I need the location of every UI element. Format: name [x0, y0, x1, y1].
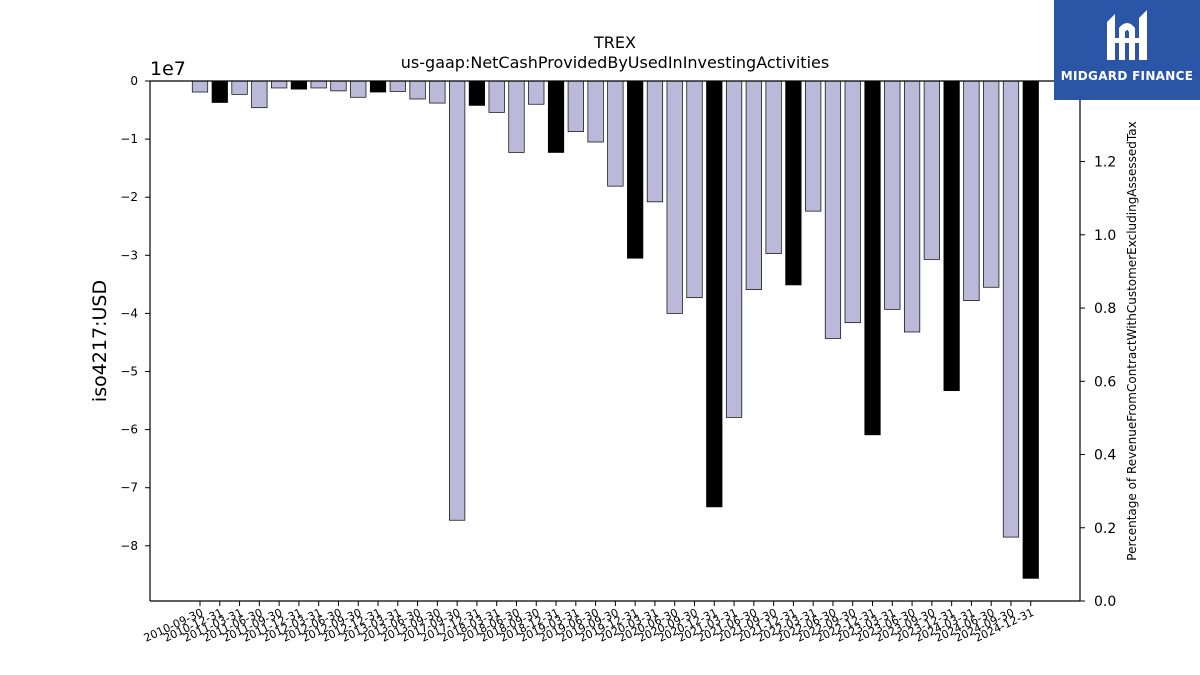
- y2-tick-label: 0.8: [1094, 301, 1116, 317]
- bar: [824, 80, 842, 339]
- chart-title: TREX: [593, 33, 636, 52]
- bar: [884, 80, 901, 310]
- brand-logo: MIDGARD FINANCE: [1054, 0, 1200, 100]
- bar: [1002, 80, 1020, 538]
- bar: [686, 80, 703, 299]
- bar: [607, 80, 624, 187]
- bar: [488, 80, 505, 113]
- bar: [330, 80, 347, 92]
- bar: [528, 80, 545, 105]
- y2-tick-label: 0.4: [1094, 448, 1116, 464]
- bar: [943, 80, 960, 392]
- bar: [765, 80, 782, 254]
- bar: [646, 80, 664, 203]
- bar: [963, 80, 980, 301]
- bar: [429, 80, 446, 104]
- y-tick-label: −5: [120, 365, 138, 379]
- y2-axis-label: Percentage of RevenueFromContractWithCus…: [1125, 121, 1139, 560]
- y2-tick-label: 1.2: [1094, 155, 1116, 171]
- chart-subtitle: us-gaap:NetCashProvidedByUsedInInvesting…: [401, 53, 829, 72]
- bar: [231, 80, 248, 95]
- y-tick-label: −6: [120, 423, 138, 437]
- bar: [290, 80, 307, 90]
- y-tick-label: −2: [120, 190, 138, 204]
- bar: [745, 80, 762, 290]
- y-axis-label: iso4217:USD: [89, 280, 111, 402]
- bar: [666, 80, 683, 314]
- y2-tick-label: 1.0: [1094, 228, 1116, 244]
- bar: [864, 80, 881, 436]
- bar: [191, 80, 209, 93]
- bar: [706, 80, 723, 508]
- bar: [211, 80, 228, 103]
- y-offset-label: 1e7: [150, 58, 186, 80]
- bar: [627, 80, 644, 259]
- bar: [389, 80, 406, 92]
- y-tick-label: −4: [120, 306, 138, 320]
- bar: [547, 80, 565, 153]
- bar: [251, 80, 268, 109]
- bar: [903, 80, 921, 333]
- y-tick-label: −1: [120, 132, 138, 146]
- y-tick-label: −3: [120, 248, 138, 262]
- bar: [449, 80, 466, 521]
- bar: [725, 80, 743, 418]
- bar: [468, 80, 486, 106]
- bar: [844, 80, 861, 324]
- midgard-logo-icon: [1107, 10, 1147, 60]
- y-tick-label: −8: [120, 539, 138, 553]
- bar: [310, 80, 327, 89]
- bar: [350, 80, 367, 98]
- bar: [409, 80, 426, 100]
- y2-tick-label: 0.6: [1094, 374, 1116, 390]
- bars: [191, 80, 1039, 579]
- bar: [785, 80, 802, 286]
- bar: [271, 80, 288, 89]
- bar: [567, 80, 584, 132]
- bar: [805, 80, 822, 212]
- bar: [369, 80, 387, 93]
- bar: [923, 80, 940, 260]
- bar: [983, 80, 1000, 288]
- bar: [587, 80, 604, 143]
- y-tick-label: −7: [120, 481, 138, 495]
- bar: [1022, 80, 1039, 579]
- y2-tick-label: 0.2: [1094, 521, 1116, 537]
- y-tick-label: 0: [130, 74, 138, 88]
- bar: [508, 80, 525, 153]
- y2-tick-label: 0.0: [1094, 594, 1116, 610]
- brand-name: MIDGARD FINANCE: [1060, 69, 1194, 83]
